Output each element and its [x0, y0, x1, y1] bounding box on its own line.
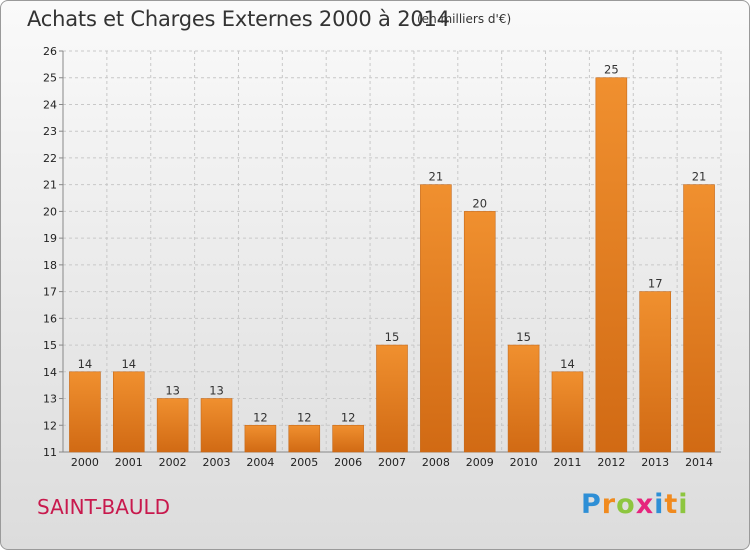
- x-tick-label: 2012: [597, 456, 625, 469]
- x-tick-label: 2005: [290, 456, 318, 469]
- brand-letter: o: [616, 489, 636, 520]
- brand-letter: i: [678, 489, 689, 520]
- data-label: 25: [604, 63, 619, 77]
- y-tick-label: 26: [43, 45, 57, 58]
- data-label: 14: [560, 357, 575, 371]
- y-tick-label: 11: [43, 446, 57, 459]
- y-tick-label: 23: [43, 125, 57, 138]
- x-tick-label: 2009: [466, 456, 494, 469]
- x-tick-label: 2004: [246, 456, 274, 469]
- bar: [244, 424, 277, 453]
- chart-title: Achats et Charges Externes 2000 à 2014: [27, 7, 450, 31]
- y-tick-label: 17: [43, 286, 57, 299]
- y-tick-label: 18: [43, 259, 57, 272]
- bar: [113, 371, 145, 453]
- y-tick-label: 13: [43, 393, 57, 406]
- y-tick-label: 16: [43, 312, 57, 325]
- data-label: 13: [165, 384, 180, 398]
- y-tick-label: 12: [43, 419, 57, 432]
- x-tick-label: 2003: [203, 456, 231, 469]
- brand-letter: P: [581, 489, 602, 520]
- data-label: 14: [78, 357, 93, 371]
- data-label: 15: [516, 330, 531, 344]
- brand-letter: t: [664, 489, 679, 520]
- bar: [420, 184, 452, 453]
- bars: [69, 77, 715, 453]
- x-tick-label: 2014: [685, 456, 713, 469]
- y-tick-label: 24: [43, 98, 57, 111]
- bar: [156, 398, 189, 453]
- commune-name: SAINT-BAULD: [37, 495, 171, 519]
- y-tick-label: 14: [43, 366, 57, 379]
- x-tick-label: 2001: [115, 456, 143, 469]
- data-label: 14: [121, 357, 136, 371]
- y-tick-label: 21: [43, 179, 57, 192]
- x-tick-label: 2002: [159, 456, 187, 469]
- data-label: 12: [253, 410, 268, 424]
- bar: [595, 77, 628, 453]
- data-label: 21: [692, 170, 707, 184]
- x-tick-label: 2007: [378, 456, 406, 469]
- proxiti-logo[interactable]: Proxiti: [581, 489, 689, 520]
- bar: [463, 211, 496, 453]
- bar: [507, 344, 540, 453]
- bar: [200, 398, 233, 453]
- y-tick-label: 19: [43, 232, 57, 245]
- data-label: 13: [209, 384, 224, 398]
- chart-unit-note: (en milliers d'€): [417, 12, 512, 26]
- bar: [639, 291, 672, 453]
- y-tick-label: 22: [43, 152, 57, 165]
- x-tick-label: 2011: [553, 456, 581, 469]
- x-tick-label: 2010: [510, 456, 538, 469]
- data-label: 15: [385, 330, 400, 344]
- x-tick-label: 2013: [641, 456, 669, 469]
- labels: 11 12 13 14 15 16 17 18 19 20 21 22 23 24 25 26 14 2000 14…: [43, 45, 713, 469]
- bar: [683, 184, 715, 453]
- data-label: 12: [341, 410, 356, 424]
- bar: [69, 371, 101, 453]
- data-label: 20: [472, 196, 487, 210]
- x-tick-label: 2008: [422, 456, 450, 469]
- brand-letter: x: [635, 489, 655, 520]
- data-label: 21: [429, 170, 444, 184]
- x-tick-label: 2006: [334, 456, 362, 469]
- data-label: 12: [297, 410, 312, 424]
- data-label: 17: [648, 277, 663, 291]
- bar: [288, 424, 321, 453]
- y-tick-label: 25: [43, 72, 57, 85]
- brand-letter: i: [654, 489, 665, 520]
- bar: [376, 344, 408, 453]
- y-tick-label: 15: [43, 339, 57, 352]
- bar: [551, 371, 584, 453]
- x-tick-label: 2000: [71, 456, 99, 469]
- bar: [332, 424, 364, 453]
- brand-letter: r: [601, 489, 617, 520]
- y-tick-label: 20: [43, 205, 57, 218]
